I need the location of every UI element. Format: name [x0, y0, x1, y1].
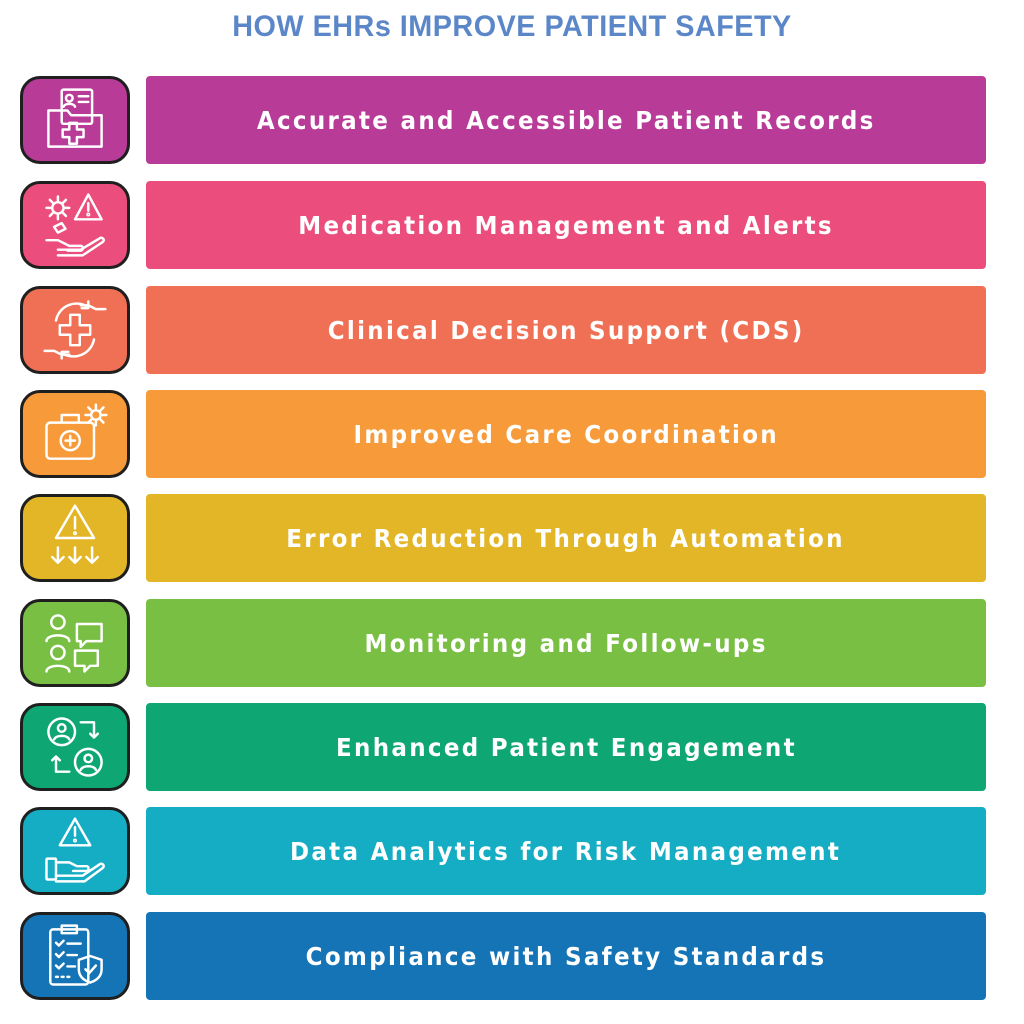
warning-down-arrows-icon: [50, 504, 100, 564]
checklist-shield-icon: [49, 924, 103, 986]
icon-box: [20, 807, 130, 895]
benefit-bar: Accurate and Accessible Patient Records: [146, 76, 986, 164]
benefit-bar: Error Reduction Through Automation: [146, 494, 986, 582]
benefit-label: Compliance with Safety Standards: [305, 941, 827, 971]
benefit-bar: Medication Management and Alerts: [146, 181, 986, 269]
list-item: Enhanced Patient Engagement: [0, 703, 1024, 795]
list-item: Clinical Decision Support (CDS): [0, 286, 1024, 378]
list-item: Error Reduction Through Automation: [0, 494, 1024, 586]
medication-alert-hand-icon: [45, 193, 105, 257]
list-item: Accurate and Accessible Patient Records: [0, 76, 1024, 168]
icon-box: [20, 76, 130, 164]
page-title: HOW EHRs IMPROVE PATIENT SAFETY: [232, 10, 792, 43]
benefit-label: Data Analytics for Risk Management: [290, 836, 842, 866]
icon-box: [20, 912, 130, 1000]
risk-warning-hand-icon: [45, 817, 105, 883]
benefit-bar: Data Analytics for Risk Management: [146, 807, 986, 895]
list-item: Data Analytics for Risk Management: [0, 807, 1024, 899]
benefit-bar: Compliance with Safety Standards: [146, 912, 986, 1000]
medical-bag-gear-icon: [45, 403, 108, 460]
benefit-label: Clinical Decision Support (CDS): [327, 315, 805, 345]
benefit-label: Improved Care Coordination: [353, 419, 779, 449]
medical-cross-cycle-hands-icon: [43, 300, 107, 360]
icon-box: [20, 703, 130, 791]
patient-records-folder-icon: [47, 88, 103, 148]
icon-box: [20, 494, 130, 582]
benefit-label: Accurate and Accessible Patient Records: [256, 105, 876, 135]
benefit-label: Error Reduction Through Automation: [286, 523, 846, 553]
list-item: Compliance with Safety Standards: [0, 912, 1024, 1004]
icon-box: [20, 599, 130, 687]
benefit-bar: Enhanced Patient Engagement: [146, 703, 986, 791]
list-item: Improved Care Coordination: [0, 390, 1024, 482]
benefit-bar: Improved Care Coordination: [146, 390, 986, 478]
patient-exchange-icon: [47, 717, 103, 777]
benefit-label: Monitoring and Follow-ups: [364, 628, 768, 658]
icon-box: [20, 181, 130, 269]
people-chat-followup-icon: [45, 614, 103, 673]
list-item: Monitoring and Follow-ups: [0, 599, 1024, 691]
icon-box: [20, 390, 130, 478]
list-item: Medication Management and Alerts: [0, 181, 1024, 273]
icon-box: [20, 286, 130, 374]
benefit-bar: Clinical Decision Support (CDS): [146, 286, 986, 374]
benefit-bar: Monitoring and Follow-ups: [146, 599, 986, 687]
benefit-label: Enhanced Patient Engagement: [335, 732, 797, 762]
benefit-label: Medication Management and Alerts: [298, 210, 834, 240]
